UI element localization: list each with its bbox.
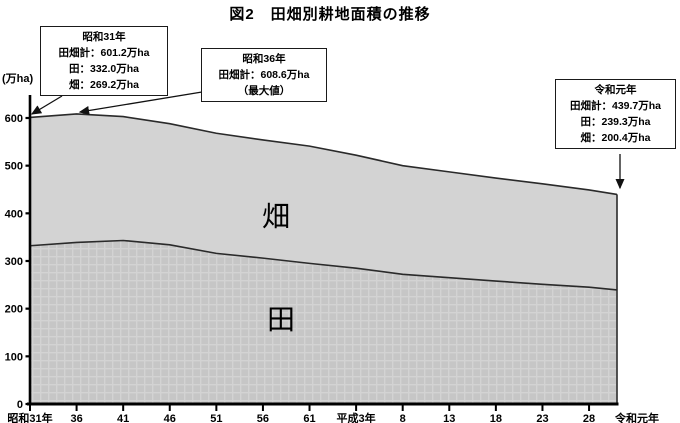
annotation-line: 畑：200.4万ha [580,132,651,144]
y-tick-label: 300 [5,256,23,268]
y-tick-label: 600 [5,113,23,125]
x-tick-label: 23 [536,413,548,423]
arrow-showa31 [30,95,63,115]
x-tick-label: 平成3年 [337,411,376,423]
y-tick-label: 0 [17,399,23,411]
annotation-line: 田：239.3万ha [580,116,651,128]
annotation-line: （最大値） [237,85,291,97]
y-axis-unit-label: (万ha) [2,73,34,85]
annotation-reiwa1: 令和元年 田畑計：439.7万ha 田：239.3万ha 畑：200.4万ha [555,79,676,149]
paddy-line [29,239,618,291]
x-tick-label: 28 [583,413,595,423]
x-tick-label: 56 [257,413,269,423]
annotation-line: 田畑計：601.2万ha [58,47,150,59]
page-title: 図2 田畑別耕地面積の推移 [229,6,431,23]
annotation-line: 田畑計：439.7万ha [569,100,662,112]
total-line [29,113,618,196]
x-tick-label: 8 [400,413,406,423]
annotation-showa36: 昭和36年 田畑計：608.6万ha （最大値） [201,48,327,102]
x-tick-label: 61 [303,413,315,423]
annotation-line: 昭和36年 [242,53,286,65]
upland-area-label: 畑 [262,201,290,232]
arrow-showa36 [78,91,203,116]
y-tick-label: 200 [5,304,23,316]
x-tick-label: 51 [210,413,222,423]
paddy-field-area [30,240,617,404]
x-tick-label: 36 [70,413,82,423]
annotation-line: 令和元年 [594,84,637,96]
y-tick-label: 500 [5,161,23,173]
annotation-line: 昭和31年 [82,31,126,43]
x-tick-label: 41 [117,413,129,423]
x-tick-label: 18 [490,413,502,423]
annotation-line: 田：332.0万ha [68,63,140,75]
annotation-line: 田畑計：608.6万ha [218,69,310,81]
annotation-line: 畑：269.2万ha [68,79,140,91]
y-tick-label: 100 [5,351,23,363]
paddy-area-label: 田 [267,304,295,335]
x-tick-label: 昭和31年 [7,411,52,423]
annotation-showa31: 昭和31年 田畑計：601.2万ha 田：332.0万ha 畑：269.2万ha [40,26,168,96]
x-tick-label: 令和元年 [614,411,659,423]
x-tick-label: 46 [164,413,176,423]
x-tick-label: 13 [443,413,455,423]
y-tick-label: 400 [5,208,23,220]
